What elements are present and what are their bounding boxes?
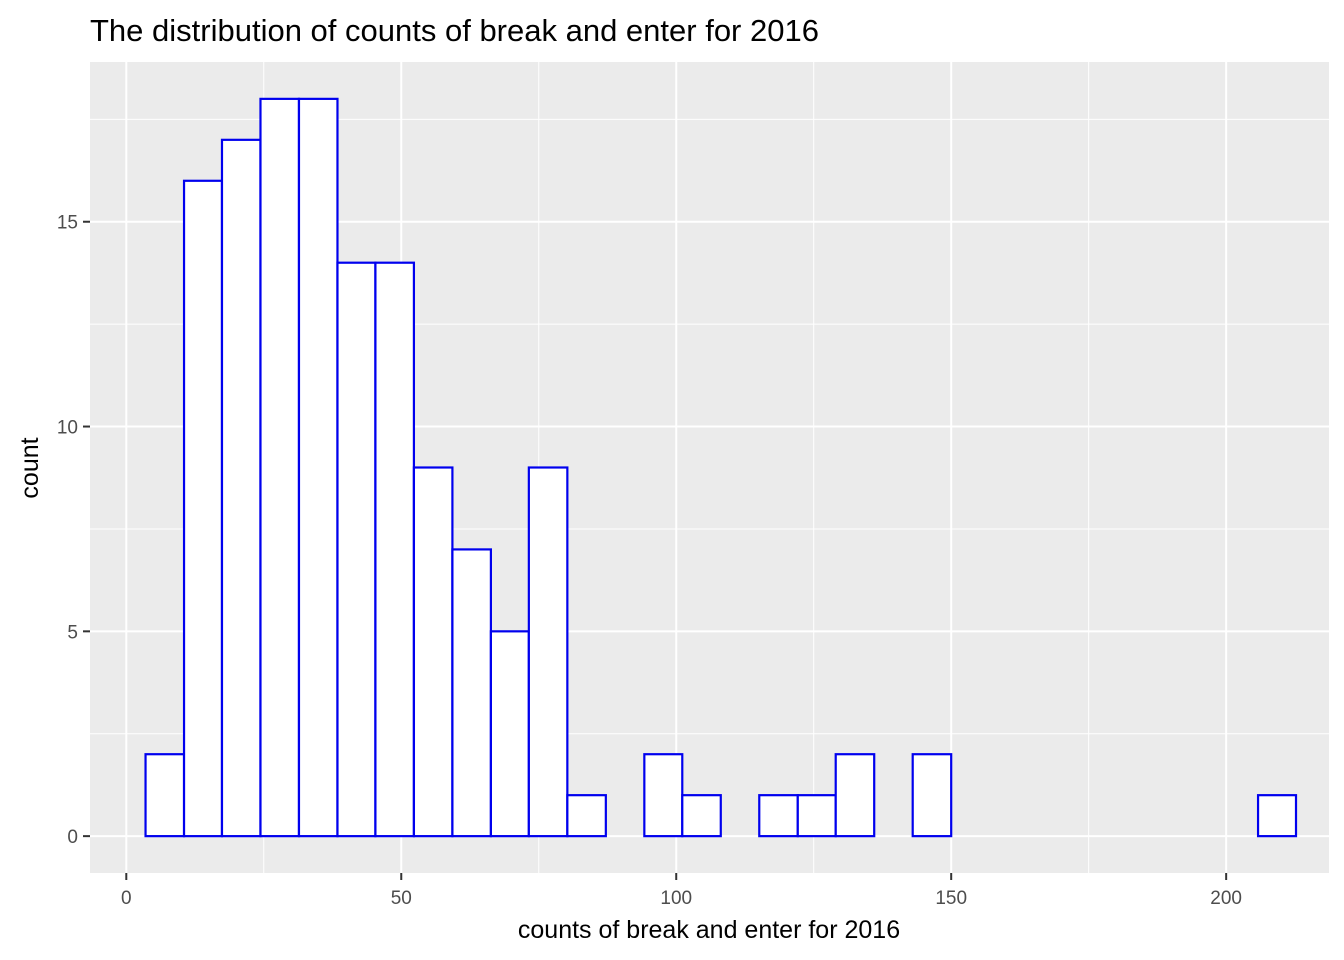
x-axis: 0 50 100 150 200 xyxy=(121,873,1242,909)
histogram-bar xyxy=(834,753,876,838)
histogram-bar xyxy=(643,753,684,838)
histogram-bar xyxy=(566,794,607,838)
histogram-bar xyxy=(297,97,339,838)
x-tick-label: 0 xyxy=(121,888,132,909)
x-tick-label: 50 xyxy=(391,888,412,909)
x-tick-label: 100 xyxy=(660,888,692,909)
histogram-bar xyxy=(451,548,493,838)
x-tick-label: 200 xyxy=(1210,888,1242,909)
y-axis-title: count xyxy=(16,437,44,498)
histogram-bar xyxy=(681,794,722,838)
x-tick-label: 150 xyxy=(935,888,967,909)
histogram-bar xyxy=(489,630,530,838)
histogram-bar xyxy=(182,179,224,838)
y-axis: 0 5 10 15 xyxy=(57,213,90,848)
histogram-bar xyxy=(527,466,569,838)
histogram-bar xyxy=(1256,794,1298,838)
chart-title: The distribution of counts of break and … xyxy=(90,13,819,48)
histogram-bar xyxy=(374,261,416,838)
histogram-bars xyxy=(144,97,1298,838)
histogram-bar xyxy=(259,97,301,838)
y-tick-label: 5 xyxy=(67,622,78,643)
histogram-bar xyxy=(220,138,262,838)
histogram-bar xyxy=(144,753,186,838)
y-tick-label: 0 xyxy=(67,827,78,848)
histogram-bar xyxy=(412,466,454,838)
y-tick-label: 15 xyxy=(57,213,78,234)
x-axis-title: counts of break and enter for 2016 xyxy=(518,916,900,944)
histogram-bar xyxy=(758,794,799,838)
histogram-bar xyxy=(796,794,837,838)
y-tick-label: 10 xyxy=(57,418,78,439)
histogram-bar xyxy=(911,753,953,838)
histogram-bar xyxy=(336,261,377,838)
